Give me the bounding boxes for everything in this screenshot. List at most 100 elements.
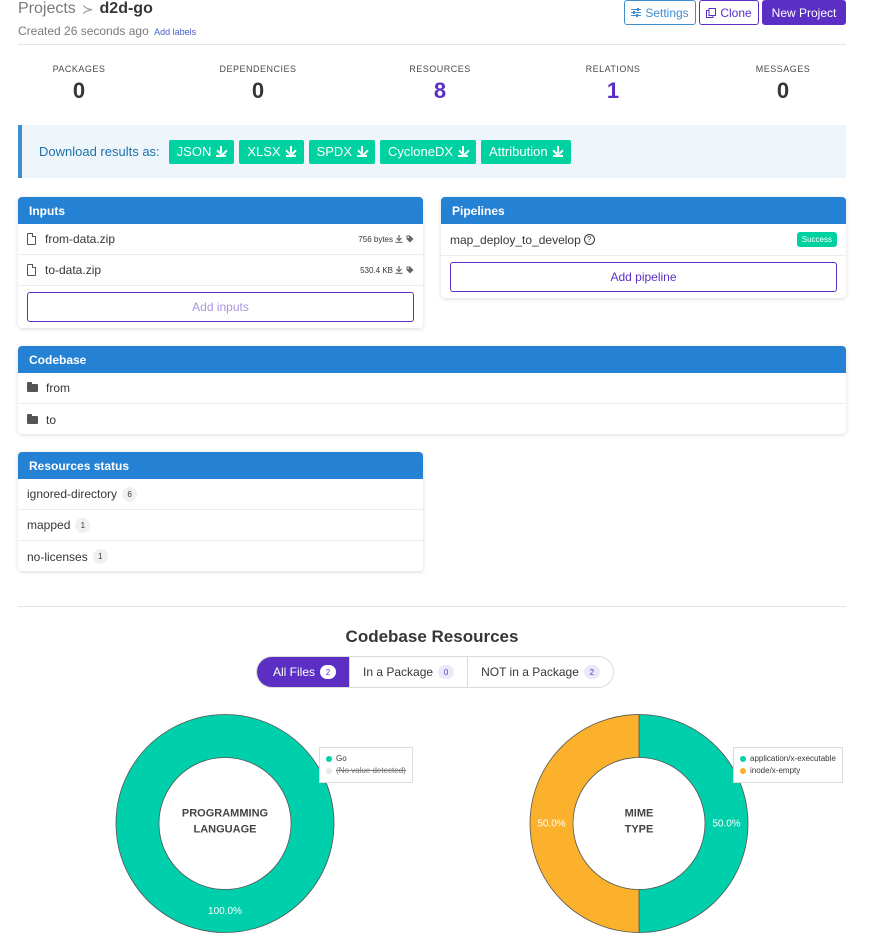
codebase-resources-title: Codebase Resources [345, 627, 519, 646]
settings-button[interactable]: Settings [624, 0, 696, 25]
created-info: Created 26 seconds ago Add labels [18, 24, 196, 38]
download-icon[interactable] [395, 266, 403, 274]
download-json-button[interactable]: JSON [168, 139, 235, 164]
created-text: Created 26 seconds ago [18, 24, 149, 38]
programming-language-donut-chart: 100.0% PROGRAMMING LANGUAGE [115, 714, 335, 933]
inputs-panel: Inputs from-data.zip 756 bytes to-data.z… [18, 197, 423, 328]
resources-status-title: Resources status [18, 452, 423, 479]
codebase-panel: Codebase from to [18, 346, 846, 434]
codebase-panel-title: Codebase [18, 346, 846, 373]
tag-icon[interactable] [406, 235, 414, 243]
tab-count: 0 [438, 665, 455, 679]
chart-center-title: PROGRAMMING [182, 808, 268, 820]
chart-center-title: LANGUAGE [194, 824, 257, 836]
file-icon [27, 264, 36, 276]
tab-label: In a Package [363, 665, 434, 679]
add-labels-link[interactable]: Add labels [154, 27, 197, 37]
legend-label: inode/x-empty [750, 766, 801, 775]
input-file-row: from-data.zip 756 bytes [18, 224, 423, 255]
pipelines-panel-title: Pipelines [441, 197, 846, 224]
donut-slice-inode-x-empty[interactable] [529, 714, 640, 933]
download-icon [216, 146, 227, 157]
input-file-name: to-data.zip [45, 263, 102, 277]
codebase-folder-row[interactable]: from [18, 373, 846, 404]
download-format-label: CycloneDX [388, 144, 454, 159]
pipeline-name[interactable]: map_deploy_to_develop [450, 232, 581, 247]
download-cyclonedx-button[interactable]: CycloneDX [380, 139, 477, 164]
tab-all-files[interactable]: All Files 2 [257, 657, 351, 687]
tab-not-in-a-package[interactable]: NOT in a Package 2 [468, 657, 613, 687]
legend-item[interactable]: application/x-executable [740, 753, 836, 765]
chart-center-title: MIME [625, 808, 654, 820]
download-xlsx-button[interactable]: XLSX [239, 139, 304, 164]
file-size: 756 bytes [358, 234, 393, 244]
tag-icon[interactable] [406, 266, 414, 274]
legend-swatch [740, 768, 746, 774]
programming-language-legend: Go (No value detected) [319, 747, 413, 783]
stat-label: RELATIONS [585, 64, 641, 74]
stat-value-link[interactable]: 1 [606, 78, 620, 103]
stat-label: DEPENDENCIES [219, 64, 297, 74]
stat-relations[interactable]: RELATIONS 1 [553, 64, 673, 104]
new-project-label: New Project [771, 5, 837, 20]
file-icon [27, 233, 36, 245]
donut-slice-go[interactable] [115, 714, 335, 933]
clone-button[interactable]: Clone [699, 0, 759, 25]
stat-messages: MESSAGES 0 [723, 64, 843, 104]
stat-label: PACKAGES [52, 64, 106, 74]
stat-label: RESOURCES [409, 64, 471, 74]
project-name: d2d-go [99, 0, 153, 17]
pipeline-row[interactable]: map_deploy_to_develop ? Success [441, 224, 846, 256]
download-attribution-button[interactable]: Attribution [481, 139, 571, 164]
tab-in-a-package[interactable]: In a Package 0 [350, 657, 469, 687]
folder-name[interactable]: to [46, 412, 57, 427]
download-format-label: Attribution [489, 144, 548, 159]
download-icon [285, 146, 296, 157]
legend-label: application/x-executable [750, 754, 836, 763]
download-icon [552, 146, 563, 157]
legend-item[interactable]: (No value detected) [326, 765, 406, 777]
resource-status-row[interactable]: no-licenses 1 [18, 541, 423, 571]
stat-resources[interactable]: RESOURCES 8 [380, 64, 500, 104]
codebase-folder-row[interactable]: to [18, 404, 846, 434]
stat-value: 0 [776, 78, 790, 103]
tab-count: 2 [320, 665, 337, 679]
download-spdx-button[interactable]: SPDX [308, 139, 375, 164]
clone-label: Clone [720, 5, 752, 20]
legend-item[interactable]: inode/x-empty [740, 765, 836, 777]
download-icon[interactable] [395, 235, 403, 243]
add-pipeline-button[interactable]: Add pipeline [450, 262, 837, 292]
status-badge: Success [796, 232, 837, 247]
resource-status-count: 1 [75, 517, 91, 533]
folder-name[interactable]: from [46, 381, 70, 395]
stat-value-link[interactable]: 8 [433, 78, 447, 103]
legend-item[interactable]: Go [326, 753, 406, 765]
stat-value: 0 [251, 78, 265, 103]
breadcrumb-separator: ≻ [81, 0, 94, 17]
stat-label: MESSAGES [755, 64, 811, 74]
resource-status-row[interactable]: mapped 1 [18, 510, 423, 541]
resource-status-row[interactable]: ignored-directory 6 [18, 479, 423, 510]
slice-percent-label: 50.0% [712, 819, 740, 830]
breadcrumb: Projects ≻ d2d-go [18, 0, 153, 18]
tab-count: 2 [583, 665, 600, 679]
resource-status-name[interactable]: no-licenses [27, 549, 88, 564]
header-divider [18, 44, 846, 45]
resource-status-name[interactable]: ignored-directory [27, 487, 118, 501]
legend-label: (No value detected) [336, 766, 406, 775]
breadcrumb-projects-link[interactable]: Projects [18, 0, 76, 17]
add-inputs-button[interactable]: Add inputs [27, 292, 414, 322]
stat-value: 0 [72, 78, 86, 103]
mime-type-donut-chart: 50.0% 50.0% MIME TYPE [529, 714, 749, 933]
stat-packages: PACKAGES 0 [19, 64, 139, 104]
help-icon[interactable]: ? [583, 234, 595, 245]
donut-slice-application-x-executable[interactable] [638, 714, 749, 933]
settings-label: Settings [645, 5, 689, 20]
resource-status-name[interactable]: mapped [27, 518, 71, 532]
chart-center-title: TYPE [625, 824, 654, 836]
new-project-button[interactable]: New Project [762, 0, 846, 25]
download-format-label: SPDX [316, 144, 352, 159]
tab-label: All Files [273, 665, 316, 679]
folder-icon [27, 382, 38, 392]
download-format-label: JSON [176, 144, 212, 159]
